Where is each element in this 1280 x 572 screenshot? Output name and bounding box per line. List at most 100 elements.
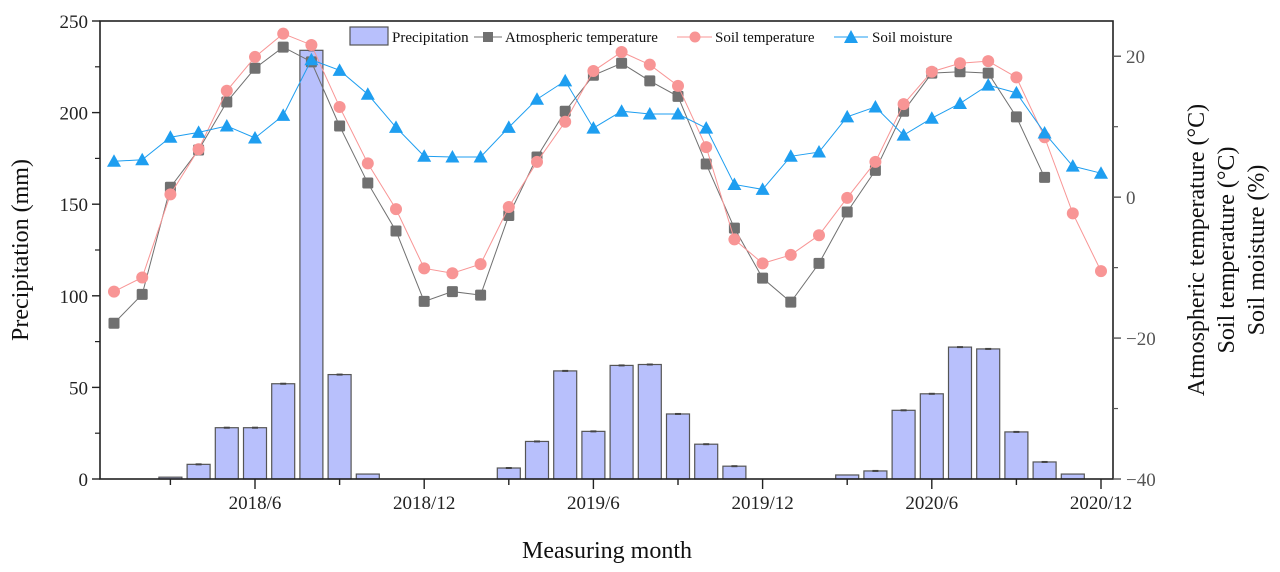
- data-point-circle: [1095, 265, 1107, 278]
- precipitation-bar: [637, 363, 662, 480]
- legend-swatch-precipitation: [349, 26, 389, 46]
- data-point-square: [869, 164, 881, 176]
- precipitation-bar: [919, 393, 944, 480]
- left-tick-label: 200: [60, 104, 89, 125]
- data-point-circle: [361, 157, 374, 170]
- right-axis-title-2: Soil temperature (°C): [1214, 147, 1240, 354]
- data-point-triangle: [1009, 85, 1024, 99]
- data-point-circle: [925, 65, 938, 78]
- data-point-circle: [502, 201, 515, 214]
- left-tick-label: 250: [60, 12, 89, 33]
- data-point-circle: [108, 285, 120, 298]
- right-axis: −40 −20 0 20: [1113, 47, 1156, 491]
- data-point-circle: [982, 55, 995, 68]
- data-point-square: [249, 62, 261, 74]
- precipitation-bar: [863, 470, 888, 480]
- data-point-circle: [897, 98, 910, 111]
- data-point-square: [672, 90, 684, 102]
- data-point-triangle: [896, 128, 911, 141]
- data-point-triangle: [332, 63, 347, 76]
- data-point-triangle: [840, 109, 855, 123]
- data-point-triangle: [191, 125, 206, 138]
- data-point-triangle: [671, 107, 685, 120]
- legend-label-precipitation: Precipitation: [392, 30, 469, 46]
- legend-label-moisture: Soil moisture: [872, 30, 953, 46]
- data-point-square: [334, 120, 346, 132]
- right-tick-label: 0: [1126, 188, 1136, 209]
- data-point-triangle: [981, 78, 996, 91]
- data-point-square: [108, 317, 120, 329]
- data-point-square: [362, 177, 374, 189]
- data-point-square: [277, 41, 289, 53]
- data-point-triangle: [727, 177, 742, 190]
- data-point-triangle: [445, 149, 460, 163]
- data-point-triangle: [755, 182, 770, 195]
- data-point-triangle: [642, 107, 657, 120]
- data-point-square: [1039, 171, 1051, 183]
- data-point-triangle: [1065, 159, 1080, 172]
- data-point-triangle: [868, 99, 883, 113]
- data-point-square: [1010, 111, 1022, 123]
- data-point-triangle: [699, 121, 714, 134]
- data-point-circle: [192, 143, 205, 156]
- data-point-circle: [531, 155, 543, 168]
- data-point-triangle: [360, 87, 375, 100]
- data-point-triangle: [304, 52, 319, 66]
- data-point-square: [446, 286, 458, 298]
- data-point-square: [475, 289, 487, 301]
- precipitation-bar: [524, 440, 550, 480]
- data-point-square: [390, 225, 402, 237]
- data-point-triangle: [248, 130, 262, 144]
- x-tick-label: 2020/12: [1070, 493, 1132, 514]
- data-point-triangle: [924, 111, 939, 124]
- x-axis: 2018/6 2018/12 2019/6 2019/12 2020/6 2020/12: [169, 479, 1132, 514]
- legend-marker-square: [483, 32, 493, 42]
- data-point-circle: [446, 267, 459, 280]
- data-point-square: [644, 75, 656, 87]
- left-axis-title: Precipitation (mm): [8, 159, 34, 341]
- data-point-square: [616, 57, 628, 69]
- series-line: [113, 59, 1102, 190]
- data-point-triangle: [473, 149, 488, 163]
- legend: Precipitation Atmospheric temperature So…: [349, 26, 953, 46]
- data-point-triangle: [558, 73, 573, 87]
- precipitation-bar: [1004, 431, 1029, 480]
- legend-label-atm: Atmospheric temperature: [505, 30, 658, 46]
- data-point-circle: [728, 233, 741, 246]
- data-point-circle: [333, 100, 346, 113]
- data-point-circle: [813, 229, 825, 242]
- data-point-triangle: [953, 96, 967, 109]
- data-point-square: [559, 105, 571, 117]
- legend-marker-circle: [689, 31, 701, 43]
- data-point-triangle: [1037, 126, 1052, 139]
- data-point-square: [418, 295, 430, 307]
- left-tick-label: 150: [60, 195, 89, 216]
- data-point-triangle: [530, 92, 544, 105]
- precipitation-bar: [1032, 461, 1057, 480]
- x-tick-label: 2019/12: [731, 493, 793, 514]
- line-series: [107, 27, 1108, 329]
- data-point-circle: [672, 79, 684, 92]
- precipitation-bar: [271, 383, 296, 480]
- precipitation-bar: [496, 467, 521, 480]
- data-point-circle: [1066, 207, 1079, 220]
- data-point-circle: [305, 38, 318, 51]
- data-point-triangle: [812, 145, 826, 158]
- data-point-triangle: [417, 149, 432, 162]
- left-tick-label: 50: [69, 378, 88, 399]
- x-tick-label: 2018/12: [393, 493, 455, 514]
- left-tick-label: 0: [79, 470, 89, 491]
- data-point-circle: [277, 27, 290, 40]
- right-axis-title-3: Soil moisture (%): [1244, 165, 1270, 336]
- data-point-square: [757, 272, 769, 284]
- series-atmospheric-temperature: [108, 41, 1051, 329]
- precipitation-bar: [609, 364, 634, 480]
- data-point-triangle: [783, 149, 798, 162]
- data-point-square: [841, 206, 853, 218]
- series-soil-moisture: [107, 52, 1108, 195]
- precipitation-bar: [186, 463, 211, 480]
- precipitation-bars: [158, 49, 1085, 480]
- data-point-circle: [474, 258, 487, 271]
- data-point-circle: [1010, 71, 1023, 84]
- left-axis: 0 50 100 150 200 250: [60, 12, 100, 491]
